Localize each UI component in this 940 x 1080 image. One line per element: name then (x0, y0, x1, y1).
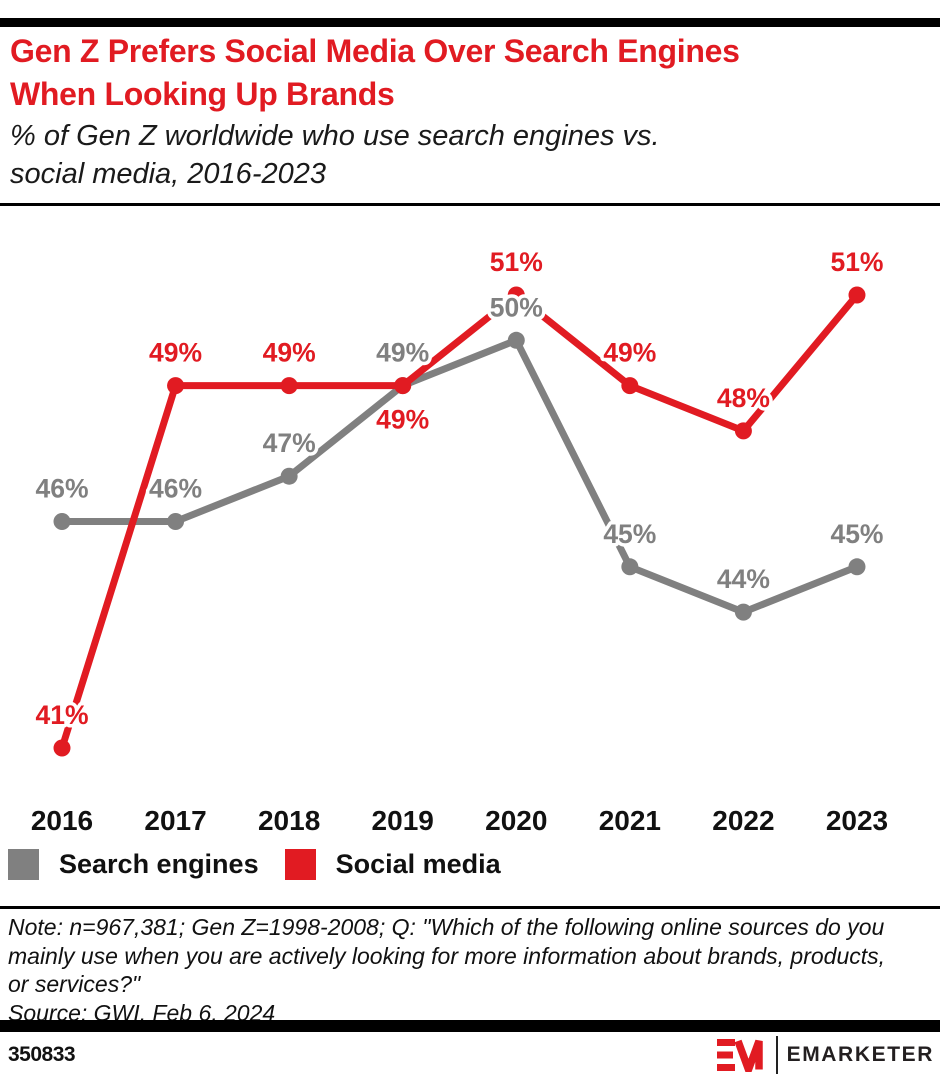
data-label-search-engines-2019: 49% (376, 338, 429, 368)
point-search-engines-2020 (507, 331, 525, 349)
chart-id: 350833 (8, 1043, 76, 1066)
point-social-media-2022 (734, 422, 752, 440)
x-axis-label-2023: 2023 (826, 805, 888, 836)
data-label-social-media-2016: 41% (35, 700, 88, 730)
social-media-swatch (284, 849, 316, 880)
x-axis-label-2019: 2019 (372, 805, 434, 836)
data-label-social-media-2022: 48% (717, 383, 770, 413)
emarketer-logo: EMARKETER (716, 1036, 934, 1074)
data-label-social-media-2020: 51% (490, 247, 543, 277)
top-black-bar (0, 18, 940, 27)
note-text: Note: n=967,381; Gen Z=1998-2008; Q: "Wh… (8, 914, 886, 997)
logo-divider (775, 1036, 778, 1074)
legend: Search engines Social media (8, 849, 527, 880)
point-social-media-2018 (280, 377, 298, 395)
data-label-search-engines-2016: 46% (35, 474, 88, 504)
point-social-media-2020 (507, 286, 525, 304)
data-label-search-engines-2020: 50% (490, 292, 543, 322)
footer-black-bar (0, 1020, 940, 1032)
x-axis-label-2016: 2016 (31, 805, 93, 836)
point-search-engines-2016 (53, 513, 71, 530)
emarketer-wordmark: EMARKETER (786, 1043, 934, 1066)
line-social-media (58, 291, 861, 752)
chart-title: Gen Z Prefers Social Media Over Search E… (10, 33, 740, 112)
emarketer-logo-mark-icon (716, 1039, 763, 1072)
point-search-engines-2018 (280, 467, 298, 485)
data-label-social-media-2017: 49% (149, 338, 202, 368)
chart: 46% 46% 47% 49% 50% 45% 44% 45% 41% 49% 49% 49% 51% 4… (31, 244, 888, 837)
legend-label-search-engines: Search engines (59, 849, 259, 879)
data-label-social-media-2021: 49% (603, 338, 656, 368)
point-social-media-2019 (394, 377, 412, 395)
x-axis-label-2017: 2017 (144, 805, 206, 836)
point-search-engines-2022 (734, 603, 752, 621)
point-social-media-2023 (848, 286, 866, 304)
point-social-media-2017 (167, 377, 185, 395)
x-axis-label-2021: 2021 (599, 805, 661, 836)
x-axis-label-2022: 2022 (712, 805, 774, 836)
x-axis-label-2020: 2020 (485, 805, 547, 836)
point-social-media-2016 (53, 739, 71, 757)
data-label-search-engines-2017: 46% (149, 474, 202, 504)
legend-label-social-media: Social media (335, 849, 501, 879)
point-social-media-2021 (621, 377, 639, 395)
data-label-social-media-2019: 49% (376, 405, 429, 435)
legend-item-social-media: Social media (284, 849, 501, 880)
point-search-engines-2023 (848, 558, 866, 576)
footer: 350833 EMARKETER (8, 1032, 934, 1078)
chart-subtitle: % of Gen Z worldwide who use search engi… (10, 120, 660, 190)
data-label-social-media-2023: 51% (830, 247, 883, 277)
point-search-engines-2017 (167, 513, 185, 530)
header-divider (0, 203, 940, 206)
notes-block: Note: n=967,381; Gen Z=1998-2008; Q: "Wh… (8, 913, 932, 1027)
legend-item-search-engines: Search engines (8, 849, 259, 880)
data-label-social-media-2018: 49% (263, 338, 316, 368)
search-engines-swatch (8, 849, 39, 880)
data-label-search-engines-2022: 44% (717, 564, 770, 594)
point-search-engines-2021 (621, 558, 639, 576)
line-search-engines (58, 336, 861, 616)
data-label-search-engines-2021: 45% (603, 519, 656, 549)
data-label-search-engines-2023: 45% (830, 519, 883, 549)
notes-divider (0, 906, 940, 909)
data-label-search-engines-2018: 47% (263, 428, 316, 458)
x-axis-label-2018: 2018 (258, 805, 320, 836)
